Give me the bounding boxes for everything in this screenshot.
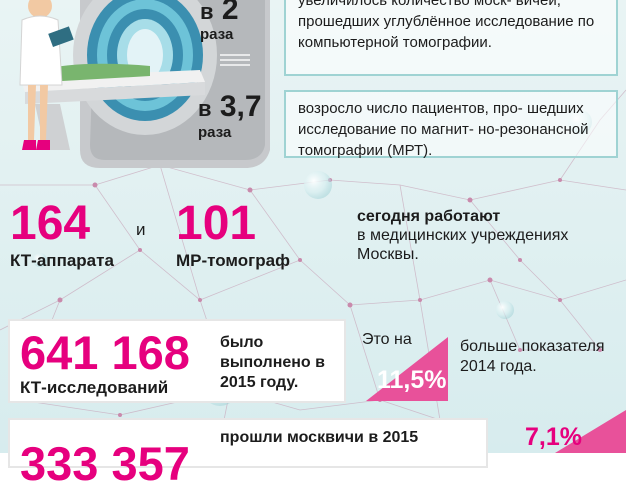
row1-number: 641 168 xyxy=(20,326,190,379)
row1-percent: 11,5% xyxy=(377,366,447,394)
mri-scanner-illustration xyxy=(19,0,270,168)
ct-label: КТ-аппарата xyxy=(10,251,114,270)
row1-triangle xyxy=(366,337,448,401)
middle-description-text: в медицинских учреждениях Москвы. xyxy=(357,227,569,263)
row2-number: 333 357 xyxy=(20,437,190,490)
middle-description: сегодня работают в медицинских учреждени… xyxy=(357,207,597,264)
row1-label: КТ-исследований xyxy=(20,378,169,397)
stat2-value: 3,7 xyxy=(211,90,262,123)
row2-box: 333 357 прошли москвичи в 2015 xyxy=(8,418,488,488)
row1-box: 641 168 КТ-исследований было выполнено в… xyxy=(8,319,346,403)
middle-description-bold: сегодня работают xyxy=(357,208,501,225)
stat2-box: возросло число пациентов, про- шедших ис… xyxy=(284,90,618,159)
stat2-text: возросло число пациентов, про- шедших ис… xyxy=(298,100,589,159)
stat1-value: 2 xyxy=(213,0,239,26)
stat1-prefix: в xyxy=(200,0,214,24)
row2-triangle xyxy=(555,410,626,453)
row1-suffix: больше показателя 2014 года. xyxy=(460,338,605,375)
row2-text: прошли москвичи в 2015 xyxy=(220,429,419,446)
ct-count: 164 xyxy=(10,197,91,250)
stat2-prefix: в xyxy=(198,96,212,121)
mr-label: МР-томограф xyxy=(176,251,290,270)
stat1-unit: раза xyxy=(200,26,234,43)
stat1-number-group: в 2 раза xyxy=(200,0,239,43)
row1-text: было выполнено в 2015 году. xyxy=(220,334,325,391)
and-text: и xyxy=(136,220,146,239)
stat2-unit: раза xyxy=(198,124,232,141)
stat2-number-group: в 3,7 раза xyxy=(198,90,262,142)
stat1-text: увеличилось количество моск- вичей, прош… xyxy=(298,0,595,51)
mr-count: 101 xyxy=(176,197,257,250)
row1-prefix: Это на xyxy=(362,331,412,348)
row2-percent: 7,1% xyxy=(525,423,582,451)
stat1-box: увеличилось количество моск- вичей, прош… xyxy=(284,0,618,76)
